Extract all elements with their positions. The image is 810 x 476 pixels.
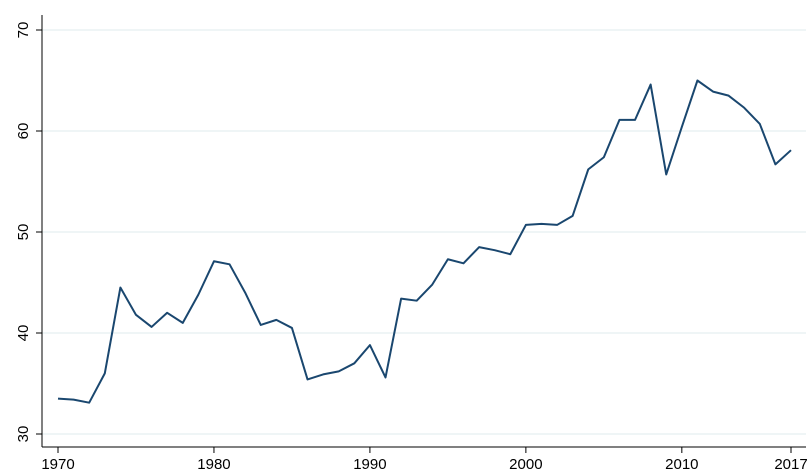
x-tick-label: 1990 (353, 456, 386, 473)
y-tick-label: 70 (15, 22, 32, 39)
y-tick-label: 30 (15, 426, 32, 443)
x-tick-label: 2010 (665, 456, 698, 473)
y-tick-label: 60 (15, 123, 32, 140)
x-tick-label: 2017 (774, 456, 807, 473)
x-tick-label: 1970 (41, 456, 74, 473)
x-tick-label: 1980 (197, 456, 230, 473)
x-tick-label: 2000 (509, 456, 542, 473)
y-tick-label: 50 (15, 224, 32, 241)
y-tick-label: 40 (15, 325, 32, 342)
data-line (57, 79, 792, 404)
